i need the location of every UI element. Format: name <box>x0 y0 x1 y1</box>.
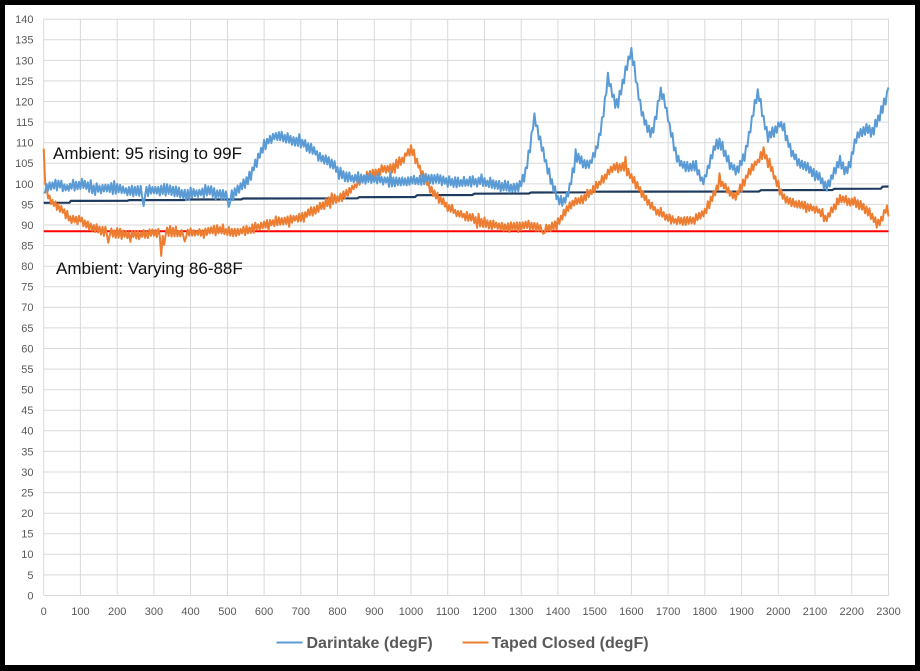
svg-text:1000: 1000 <box>399 606 423 618</box>
svg-text:30: 30 <box>21 467 33 479</box>
svg-text:600: 600 <box>255 606 273 618</box>
svg-text:130: 130 <box>15 55 33 67</box>
svg-text:700: 700 <box>292 606 310 618</box>
svg-text:5: 5 <box>27 570 33 582</box>
svg-text:900: 900 <box>365 606 383 618</box>
svg-text:1700: 1700 <box>656 606 680 618</box>
svg-text:120: 120 <box>15 96 33 108</box>
svg-text:200: 200 <box>108 606 126 618</box>
svg-text:800: 800 <box>328 606 346 618</box>
svg-text:55: 55 <box>21 364 33 376</box>
svg-text:2000: 2000 <box>766 606 790 618</box>
svg-text:35: 35 <box>21 446 33 458</box>
svg-text:1100: 1100 <box>436 606 460 618</box>
svg-text:1600: 1600 <box>619 606 643 618</box>
svg-text:40: 40 <box>21 426 33 438</box>
svg-text:65: 65 <box>21 323 33 335</box>
svg-text:60: 60 <box>21 343 33 355</box>
svg-text:10: 10 <box>21 549 33 561</box>
svg-text:Ambient: 95 rising to 99F: Ambient: 95 rising to 99F <box>53 144 242 163</box>
svg-text:135: 135 <box>15 35 33 47</box>
svg-text:Taped Closed (degF): Taped Closed (degF) <box>492 635 649 652</box>
svg-text:110: 110 <box>16 138 34 150</box>
svg-text:400: 400 <box>181 606 199 618</box>
svg-text:50: 50 <box>21 385 33 397</box>
svg-text:15: 15 <box>21 529 33 541</box>
svg-text:1900: 1900 <box>729 606 753 618</box>
svg-text:1300: 1300 <box>509 606 533 618</box>
svg-text:70: 70 <box>21 302 33 314</box>
svg-text:75: 75 <box>21 282 33 294</box>
svg-text:Ambient: Varying 86-88F: Ambient: Varying 86-88F <box>56 259 243 278</box>
svg-text:2200: 2200 <box>840 606 864 618</box>
svg-text:20: 20 <box>21 508 33 520</box>
svg-text:100: 100 <box>71 606 89 618</box>
svg-text:105: 105 <box>15 158 33 170</box>
svg-text:85: 85 <box>21 241 33 253</box>
svg-text:80: 80 <box>21 261 33 273</box>
svg-text:1800: 1800 <box>693 606 717 618</box>
svg-text:25: 25 <box>21 488 33 500</box>
svg-text:1200: 1200 <box>472 606 496 618</box>
svg-text:90: 90 <box>21 220 33 232</box>
svg-text:125: 125 <box>15 76 33 88</box>
svg-text:2100: 2100 <box>803 606 827 618</box>
svg-text:300: 300 <box>145 606 163 618</box>
svg-text:1500: 1500 <box>582 606 606 618</box>
svg-text:0: 0 <box>27 590 33 602</box>
svg-text:140: 140 <box>15 14 33 26</box>
svg-text:500: 500 <box>218 606 236 618</box>
svg-text:Darintake (degF): Darintake (degF) <box>307 635 433 652</box>
svg-text:45: 45 <box>21 405 33 417</box>
svg-text:1400: 1400 <box>546 606 570 618</box>
svg-text:100: 100 <box>15 179 33 191</box>
svg-text:0: 0 <box>41 606 47 618</box>
svg-text:115: 115 <box>16 117 34 129</box>
svg-text:95: 95 <box>21 199 33 211</box>
svg-text:2300: 2300 <box>876 606 900 618</box>
